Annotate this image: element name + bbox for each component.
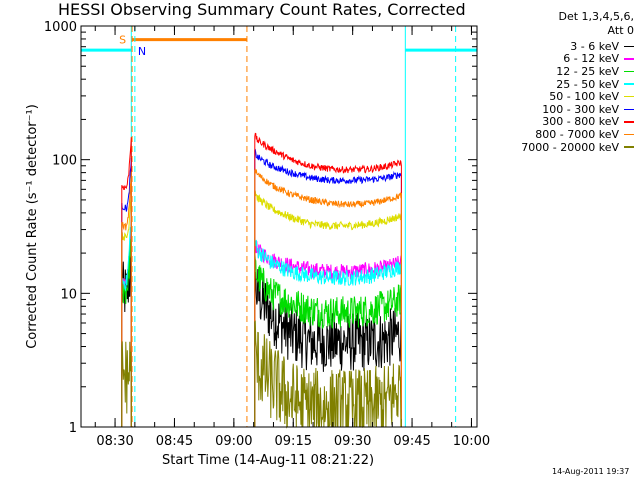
series-line — [254, 251, 402, 427]
series-line — [254, 269, 402, 427]
x-tick-label: 09:45 — [393, 434, 430, 449]
series-line — [121, 341, 132, 427]
y-tick-label: 1000 — [44, 20, 77, 35]
plot-frame — [80, 25, 478, 428]
legend-swatch — [624, 146, 634, 148]
legend-attenuator-line: Att 0 — [607, 24, 634, 37]
x-tick-label: 10:00 — [453, 434, 490, 449]
night-flag-label: N — [138, 45, 146, 58]
series-line — [121, 137, 132, 427]
legend-detector-line: Det 1,3,4,5,6, — [558, 10, 634, 23]
legend-label: 6 - 12 keV — [563, 52, 619, 66]
legend-label: 3 - 6 keV — [570, 39, 619, 53]
legend-label: 800 - 7000 keV — [535, 127, 619, 141]
series-line — [254, 168, 402, 427]
legend-swatch — [624, 108, 634, 111]
series-line — [121, 210, 132, 427]
y-tick-label: 10 — [60, 287, 77, 302]
legend-label: 50 - 100 keV — [549, 90, 619, 104]
legend-swatch — [624, 70, 634, 73]
legend-label: 7000 - 20000 keV — [521, 140, 619, 154]
legend-swatch — [624, 121, 634, 123]
x-tick-label: 09:15 — [275, 434, 312, 449]
series-layer — [121, 132, 402, 429]
legend-item: 3 - 6 keV — [484, 40, 634, 53]
series-line — [254, 320, 402, 429]
legend-item: 50 - 100 keV — [484, 90, 634, 103]
x-axis-label: Start Time (14-Aug-11 08:21:22) — [162, 453, 375, 468]
series-line — [254, 189, 402, 427]
x-tick-label: 09:00 — [215, 434, 252, 449]
legend-item: 100 - 300 keV — [484, 103, 634, 116]
legend-swatch — [624, 133, 634, 136]
series-line — [254, 132, 402, 427]
legend-label: 300 - 800 keV — [542, 115, 619, 129]
chart-title: HESSI Observing Summary Count Rates, Cor… — [58, 0, 466, 19]
legend-label: 100 - 300 keV — [542, 102, 619, 116]
x-tick-label: 08:30 — [96, 434, 133, 449]
axis-layer: 1 10 100 1000 08:30 08:45 09:00 09:15 09:30 09:45… — [25, 20, 490, 449]
plot-timestamp: 14-Aug-2011 19:37 — [552, 467, 630, 476]
legend-label: 12 - 25 keV — [556, 64, 619, 78]
legend-label: 25 - 50 keV — [556, 77, 619, 91]
flag-layer: SN — [81, 26, 477, 427]
legend: 3 - 6 keV 6 - 12 keV 12 - 25 keV 25 - 50 ke… — [484, 40, 634, 154]
legend-item: 12 - 25 keV — [484, 65, 634, 78]
y-tick-label: 1 — [69, 421, 77, 436]
x-tick-label: 08:45 — [156, 434, 193, 449]
legend-swatch — [624, 83, 634, 85]
legend-item: 6 - 12 keV — [484, 52, 634, 66]
legend-item: 800 - 7000 keV — [484, 128, 634, 141]
y-axis-label: Corrected Count Rate (s⁻¹ detector⁻¹) — [25, 104, 40, 349]
y-tick-label: 100 — [52, 154, 77, 169]
legend-swatch — [624, 45, 634, 48]
series-line — [121, 157, 132, 427]
series-line — [121, 191, 132, 427]
series-line — [254, 148, 402, 427]
x-tick-label: 09:30 — [334, 434, 371, 449]
series-line — [121, 233, 132, 427]
series-line — [254, 241, 402, 427]
legend-item: 7000 - 20000 keV — [484, 141, 634, 154]
series-line — [254, 237, 402, 427]
legend-swatch — [624, 58, 634, 60]
saa-flag-label: S — [119, 34, 126, 47]
legend-item: 300 - 800 keV — [484, 115, 634, 129]
legend-swatch — [624, 95, 634, 98]
series-line — [121, 171, 132, 427]
legend-item: 25 - 50 keV — [484, 78, 634, 91]
